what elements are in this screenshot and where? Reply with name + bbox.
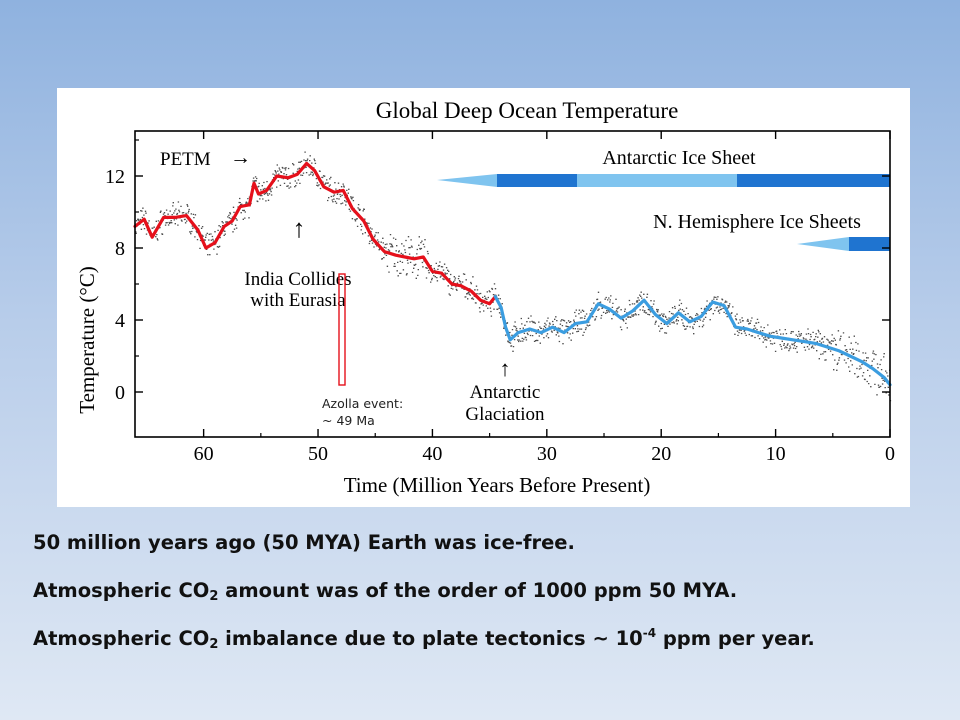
antarctic-ice-bar-segment [737,174,890,187]
y-tick-label: 0 [115,382,125,404]
antarctic-ice-bar-tip [437,174,497,187]
caption-line-2-pre: Atmospheric CO [33,579,210,602]
antarctic-label-line1: Antarctic [470,382,541,403]
caption-line-3-mid: imbalance due to plate tectonics ~ 10 [218,627,643,650]
nh-ice-sheets-label: N. Hemisphere Ice Sheets [653,211,861,233]
caption-line-3-pre: Atmospheric CO [33,627,210,650]
x-tick-label: 0 [885,443,895,465]
caption-line-3-post: ppm per year. [656,627,815,650]
nh-ice-bar-tip [797,237,849,251]
azolla-marker [338,273,346,386]
azolla-label-line1: Azolla event: [322,396,403,411]
axes-layer: 60 50 40 30 20 10 0 0 4 8 12 [105,130,895,465]
x-axis-label: Time (Million Years Before Present) [344,473,651,497]
caption-line-3: Atmospheric CO2 imbalance due to plate t… [33,626,815,652]
caption-line-1-text: 50 million years ago (50 MYA) Earth was … [33,531,575,554]
y-axis-label: Temperature (°C) [75,266,99,413]
x-tick-label: 40 [422,443,442,465]
x-tick-label: 20 [651,443,671,465]
caption-line-1: 50 million years ago (50 MYA) Earth was … [33,531,575,554]
azolla-label-line2: ~ 49 Ma [322,413,375,428]
y-tick-label: 4 [115,310,125,332]
antarctic-ice-bar-segment [497,174,577,187]
antarctic-arrow-icon: ↑ [500,356,511,381]
caption-line-2-sub: 2 [209,589,219,604]
nh-ice-bar-segment [849,237,890,251]
series-line-warm [133,161,497,306]
caption-line-2-post: amount was of the order of 1000 ppm 50 M… [218,579,738,602]
india-label-line2: with Eurasia [250,290,346,311]
india-arrow-icon: ↑ [293,214,306,243]
caption-line-3-sub: 2 [209,637,219,652]
caption-line-3-sup: -4 [642,626,657,640]
chart-title: Global Deep Ocean Temperature [376,98,679,123]
chart: 60 50 40 30 20 10 0 0 4 8 12 Global Deep Ocean Tem… [75,98,895,497]
caption-line-2: Atmospheric CO2 amount was of the order … [33,579,738,604]
y-tick-label: 8 [115,238,125,260]
x-tick-label: 60 [194,443,214,465]
series-line-cold [493,295,892,387]
antarctic-ice-bar-segment [577,174,737,187]
x-tick-label: 50 [308,443,328,465]
chart-panel: 60 50 40 30 20 10 0 0 4 8 12 Global Deep Ocean Tem… [57,88,910,507]
antarctic-ice-sheet-label: Antarctic Ice Sheet [602,147,756,169]
antarctic-label-line2: Glaciation [465,404,545,425]
x-tick-label: 10 [766,443,786,465]
petm-label: PETM [160,149,211,170]
petm-arrow-icon: → [230,145,251,169]
series-lines-layer [133,161,892,387]
x-tick-label: 30 [537,443,557,465]
ice-bars-layer [437,174,890,251]
india-label-line1: India Collides [244,269,351,290]
y-tick-label: 12 [105,166,125,188]
